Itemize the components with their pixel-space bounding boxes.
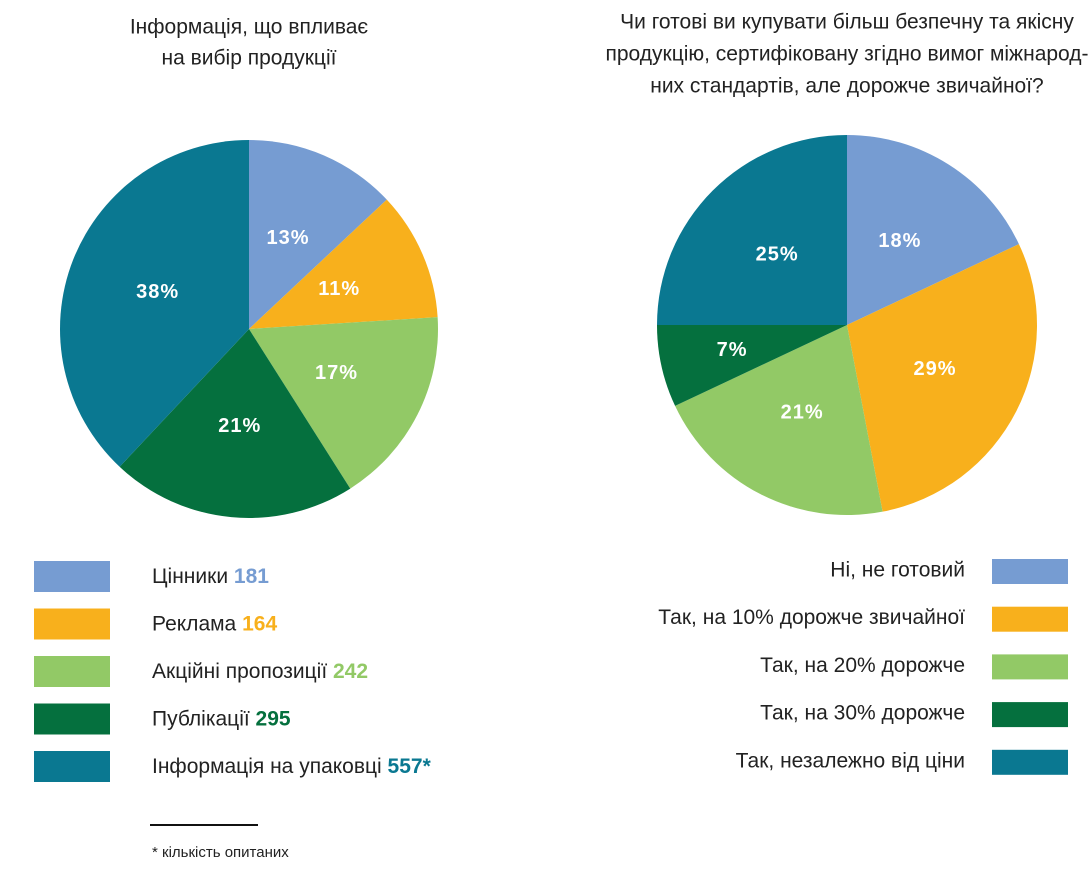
legend-label: Інформація на упаковці 557* (152, 755, 432, 778)
chart-title: на вибір продукції (162, 47, 337, 70)
slice-label: 7% (717, 339, 748, 361)
legend-swatch (34, 703, 110, 735)
legend-name: Акційні пропозиції (152, 660, 327, 683)
legend-swatch (992, 702, 1068, 728)
legend-swatch (34, 561, 110, 592)
slice-label: 11% (318, 278, 360, 300)
slice-label: 18% (878, 230, 921, 252)
legend-count: 557* (388, 755, 432, 778)
legend-swatch (992, 654, 1068, 680)
legend-count: 295 (256, 707, 291, 730)
legend-name: Реклама (152, 612, 237, 635)
slice-label: 29% (914, 358, 957, 380)
legend-label: Так, на 30% дорожче (760, 702, 965, 725)
pie-slice (249, 199, 438, 329)
legend-count: 181 (234, 565, 269, 588)
slice-label: 17% (315, 362, 358, 384)
footnote: * кількість опитаних (152, 844, 289, 861)
legend-label: Так, незалежно від ціни (736, 749, 965, 772)
legend-count: 242 (333, 660, 368, 683)
legend-swatch (34, 751, 110, 782)
legend-count: 164 (242, 612, 277, 635)
chart-title: продукцію, сертифіковану згідно вимог мі… (605, 43, 1088, 66)
legend-name: Цінники (152, 565, 228, 588)
pie-slice (249, 317, 438, 489)
legend-swatch (992, 559, 1068, 584)
legend-swatch (34, 656, 110, 687)
pie-slice (119, 329, 351, 518)
slice-label: 13% (267, 227, 310, 249)
pie-slice (847, 135, 1019, 325)
slice-label: 38% (136, 281, 179, 303)
chart-title: них стандартів, але дорожче звичайної? (650, 75, 1044, 98)
slice-label: 21% (781, 401, 824, 423)
chart-title: Інформація, що впливає (130, 16, 369, 39)
legend-label: Реклама 164 (152, 612, 277, 635)
legend-swatch (34, 608, 110, 640)
legend-label: Ні, не готовий (830, 559, 965, 582)
legend-label: Цінники 181 (152, 565, 269, 588)
legend-swatch (992, 749, 1068, 775)
legend-label: Так, на 10% дорожче звичайної (658, 606, 965, 629)
pie-slice (847, 244, 1037, 512)
slice-label: 21% (218, 415, 261, 437)
legend-label: Публікації 295 (152, 707, 291, 730)
legend-name: Публікації (152, 707, 250, 730)
pie-slice (657, 325, 847, 406)
pie-slice (657, 135, 847, 325)
legend-label: Так, на 20% дорожче (760, 654, 965, 677)
pie-slice (249, 140, 387, 329)
pie-slice (59, 140, 249, 467)
legend-name: Інформація на упаковці (152, 755, 382, 778)
chart-title: Чи готові ви купувати більш безпечну та … (620, 11, 1074, 34)
legend-label: Акційні пропозиції 242 (152, 660, 368, 683)
legend-swatch (992, 606, 1068, 632)
pie-slice (675, 325, 883, 516)
slice-label: 25% (756, 243, 799, 265)
